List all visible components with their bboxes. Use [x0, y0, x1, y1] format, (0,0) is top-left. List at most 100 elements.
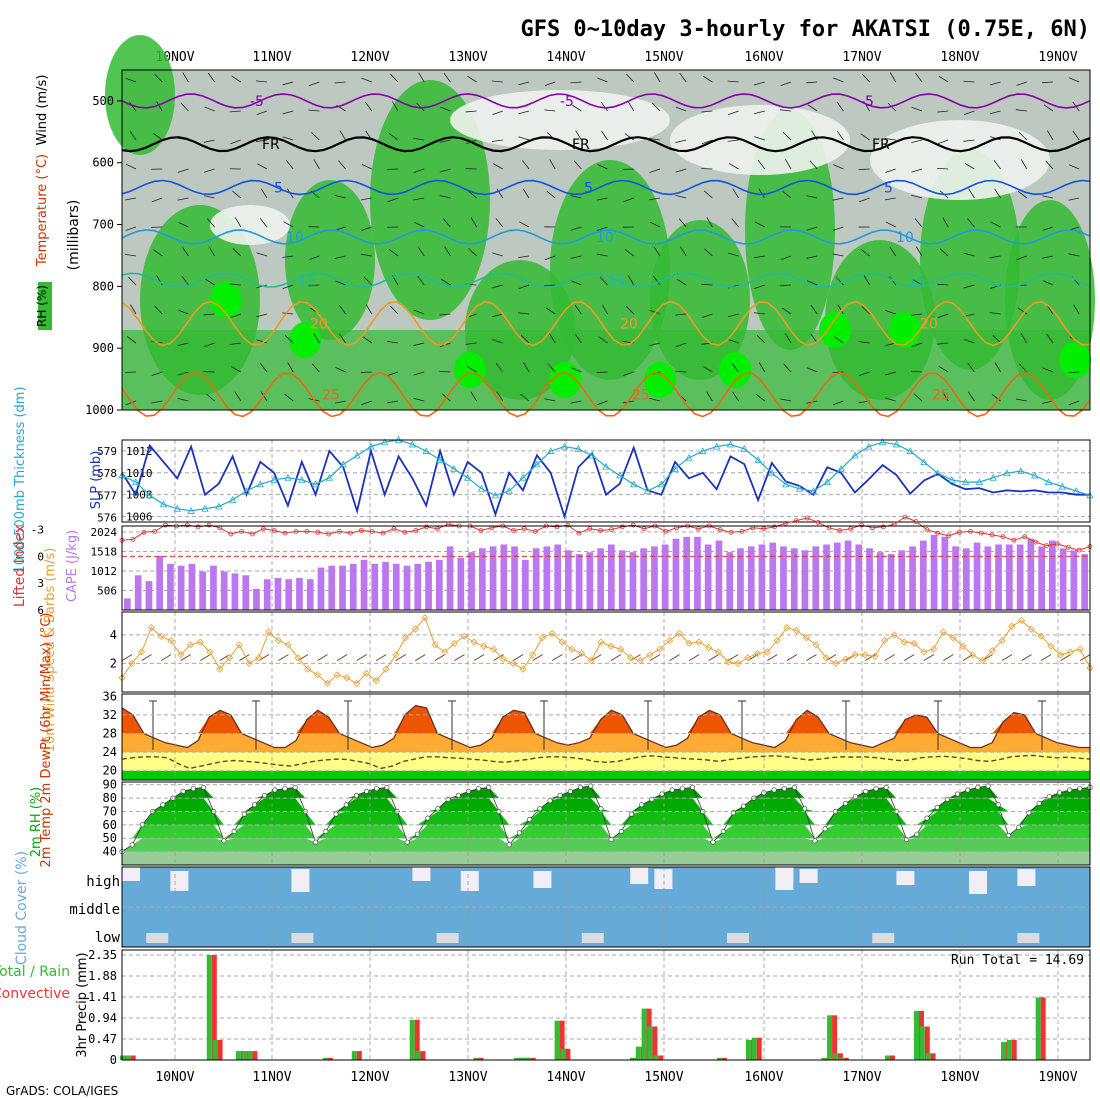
wind-barb [780, 81, 792, 86]
wind-barb [256, 339, 268, 344]
wind-barb [181, 246, 189, 257]
cloud-level-label: low [95, 930, 121, 946]
wind-speed-marker [353, 679, 361, 687]
precip-total-bar [885, 1055, 890, 1060]
wind-barb [859, 197, 870, 203]
lifted-index-marker [783, 520, 788, 526]
wind-speed-marker [235, 641, 243, 649]
wind-barb [701, 313, 713, 319]
wind-barb [308, 284, 320, 287]
wind-barb [884, 197, 896, 201]
cape-tick-label: 1012 [91, 565, 118, 578]
wind-speed-marker [392, 651, 400, 659]
rh-marker [618, 828, 624, 834]
wind-barb [470, 391, 477, 402]
wind-barb [967, 362, 975, 373]
wind-barb [703, 248, 713, 257]
rh-marker [781, 786, 787, 792]
rh-marker [476, 786, 482, 792]
wind-barb [1073, 304, 1080, 315]
wind-speed-marker [372, 677, 380, 685]
rh-marker [425, 815, 431, 821]
cape-axis-label: CAPE (J/kg) [65, 530, 80, 602]
cape-bar [575, 554, 583, 610]
cape-bar [210, 565, 217, 610]
wind-barb [395, 654, 407, 661]
lifted-index-marker [369, 529, 375, 534]
top-date-label: 15NOV [644, 50, 683, 65]
wind-speed-marker [313, 671, 322, 679]
wind-barb [963, 139, 975, 142]
thickness-marker [1017, 467, 1025, 474]
temperature-contour [121, 93, 1091, 109]
rh-marker [995, 802, 1001, 808]
wind-speed-marker [910, 639, 918, 647]
slp-line [121, 443, 1090, 520]
wind-barb [653, 246, 661, 257]
wind-barb [833, 77, 844, 83]
wind-barb [388, 133, 399, 141]
thickness-marker [547, 447, 555, 454]
lifted-index-marker [1011, 537, 1017, 543]
wind-speed-marker [147, 624, 155, 632]
cape-bar [317, 567, 325, 610]
rh-marker [791, 784, 797, 790]
wind-barb [334, 400, 346, 404]
wind-barb [649, 342, 661, 347]
wind-barb [414, 221, 425, 228]
rh-marker [720, 828, 726, 834]
wind-barb [753, 255, 765, 259]
top-date-label: 19NOV [1038, 50, 1077, 65]
lifted-index-marker [424, 524, 429, 530]
wind-speed-marker [265, 628, 273, 636]
wind-barb [204, 106, 215, 112]
thickness-marker [560, 442, 569, 450]
wind-barb [885, 342, 896, 347]
wind-barb [623, 197, 634, 203]
chart-title: GFS 0~10day 3-hourly for AKATSI (0.75E, … [520, 17, 1090, 42]
precip-total-bar [914, 1010, 919, 1060]
cape-bar [715, 540, 723, 610]
cape-bar [349, 563, 357, 610]
wind-barb [785, 333, 792, 344]
wind-speed-marker [177, 651, 185, 659]
precip-total-bar [212, 1039, 218, 1060]
wind-barb [492, 284, 503, 289]
wind-barb [755, 393, 766, 402]
wind-speed-marker [294, 654, 302, 662]
cape-bar [285, 579, 293, 610]
wind-barb [807, 104, 818, 112]
thickness-marker [491, 491, 500, 499]
precip-convective-bar [414, 1019, 420, 1060]
wind-barb [993, 159, 1001, 170]
rh-marker [506, 842, 512, 848]
precip-total-bar [514, 1057, 520, 1060]
wind-barb [597, 77, 608, 83]
lifted-index-marker [391, 526, 397, 532]
cape-bar [124, 598, 131, 610]
cape-bar [145, 581, 153, 610]
cape-bar [425, 561, 432, 610]
cape-bar [876, 552, 884, 610]
humidity-maximum [210, 282, 242, 318]
wind-barb [675, 106, 687, 112]
lifted-index-marker [587, 526, 593, 532]
wind-speed-marker [216, 665, 224, 673]
lifted-index-marker [413, 528, 419, 533]
wind-barb [129, 101, 137, 112]
wind-barb [860, 133, 870, 141]
cloud-panel: high middle low Cloud Cover (%) [14, 851, 1090, 965]
cape-bar [618, 550, 626, 610]
precip-convective-bar [832, 1015, 838, 1060]
bottom-date-label: 13NOV [448, 1070, 487, 1085]
thickness-marker [436, 456, 444, 463]
precip-total-bar [838, 1057, 844, 1060]
lifted-index-marker [761, 526, 767, 532]
temperature-contour [121, 136, 1091, 153]
thickness-marker [865, 442, 873, 450]
humidity-maximum [1059, 342, 1091, 378]
wind-speed-marker [1047, 642, 1055, 650]
wind-barb [199, 654, 211, 661]
rh-area [122, 838, 1090, 852]
wind-barb [915, 246, 923, 257]
